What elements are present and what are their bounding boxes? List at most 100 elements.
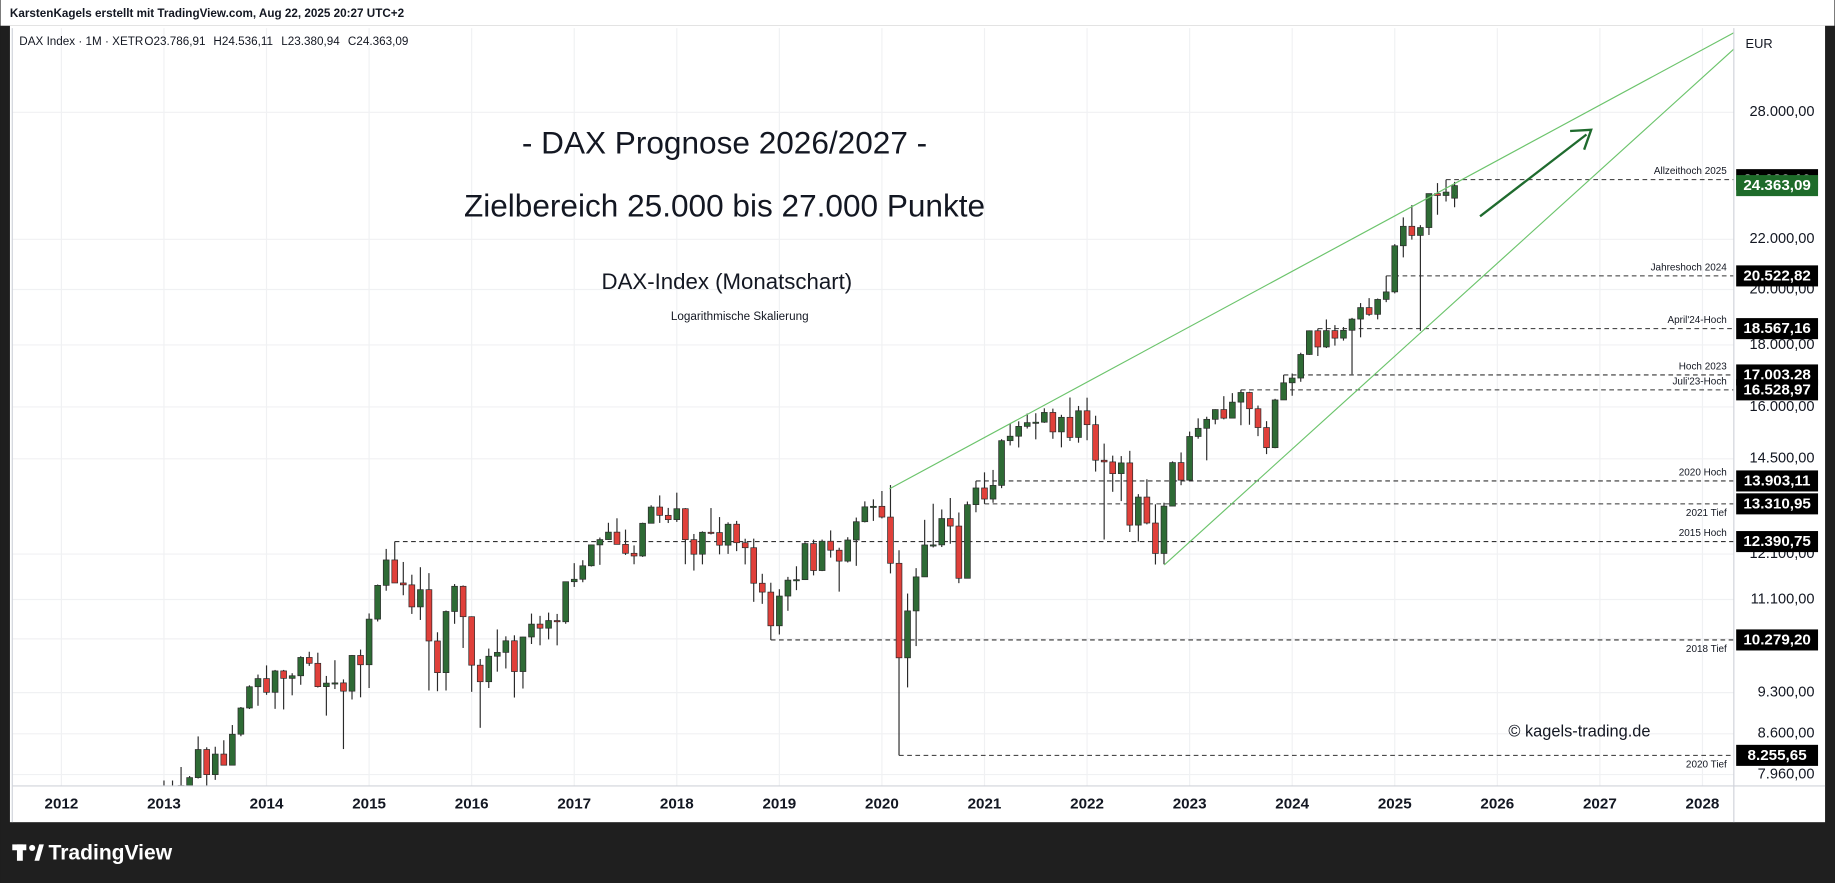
candles [163,179,1458,786]
candle-body [1203,418,1210,429]
candle-body [1211,409,1219,420]
candle-body [528,623,535,638]
level-label: 12.390,75 [1743,533,1811,550]
candle-body [1400,225,1407,247]
candle-body [1365,307,1373,315]
candle-body [827,540,834,551]
candle-body [613,531,621,545]
levels: Allzeithoch 2025 Jahreshoch 2024 April'24-… [394,166,1734,770]
candle-body [810,543,817,571]
y-tick-label: 11.100,00 [1751,591,1815,607]
candle-body [536,623,544,629]
candle-body [459,585,467,618]
top-bar [0,0,1835,26]
candle-body [229,733,236,766]
candle-body [1075,410,1082,438]
x-tick-label: 2016 [455,796,489,813]
candle-body [784,579,792,597]
candle-body [1348,318,1356,331]
candle-body [1169,462,1176,507]
candle-body [776,595,783,627]
candle-body [947,518,954,527]
candle-body [1058,416,1065,433]
candle-body [1263,427,1270,449]
candle-body [1177,462,1185,481]
candle-body [1109,461,1116,474]
candle-body [365,618,373,666]
candle-body [288,675,296,679]
candle-body [861,506,869,523]
y-tick-label: 16.000,00 [1750,399,1815,415]
candle-body [716,532,723,546]
candle-body [374,585,381,620]
candle-body [494,652,501,657]
candle-body [186,777,193,786]
candle-body [220,753,228,766]
level-label-box [1736,379,1819,401]
y-tick-label: 28.000,00 [1750,104,1815,120]
x-tick-label: 2020 [865,796,899,813]
candle-body [246,686,253,709]
candle-body [1271,399,1279,449]
candle-body [391,559,399,584]
candle-body [340,682,347,692]
candle-body [1066,416,1074,438]
candle-body [741,542,749,549]
level-note: Jahreshoch 2024 [1651,262,1728,273]
level-note: 2018 Tief [1686,644,1727,655]
x-tick-label: 2019 [762,796,796,813]
candle-body [434,640,441,674]
candle-body [1297,354,1305,379]
level-label: 17.003,28 [1743,367,1811,384]
trend-line [889,32,1735,490]
candle-body [1306,330,1313,355]
candle-body [297,657,305,677]
candle-body [254,678,262,688]
candle-body [1152,522,1159,554]
candle-body [1083,410,1091,426]
labels: 24.639,1020.522,8218.567,1617.003,2816.5… [1736,169,1819,766]
trend-line [1163,48,1735,566]
candle-body [1408,225,1416,236]
y-tick-label: 7.960,00 [1758,766,1815,782]
level-note: Hoch 2023 [1679,361,1728,372]
candle-body [331,682,339,685]
y-tick-label: 14.500,00 [1750,451,1815,467]
x-tick-label: 2024 [1275,796,1309,813]
ohlc-open: O23.786,91 [144,35,205,48]
candle-body [425,589,433,642]
candle-body [870,505,877,508]
candle-body [545,620,552,629]
candle-body [1323,330,1330,348]
candle-body [921,544,928,578]
candle-body [382,559,390,586]
candle-body [468,616,475,666]
candle-body [878,505,886,518]
level-note: Juli'23-Hoch [1672,376,1726,387]
level-label: 20.522,82 [1743,268,1811,285]
candle-body [1117,462,1125,474]
candle-body [1442,191,1450,196]
candle-body [1041,412,1048,423]
arrow-head [1570,128,1593,151]
candle-body [998,440,1005,486]
arrow [1479,133,1588,218]
candle-body [844,539,852,562]
y-tick-label: 18.000,00 [1750,337,1815,353]
level-note: Allzeithoch 2025 [1654,166,1727,177]
candle-body [194,749,202,778]
level-label: 13.310,95 [1743,495,1811,512]
candle-body [1357,307,1364,320]
level-note: April'24-Hoch [1667,315,1726,326]
candle-body [263,678,270,693]
x-tick-label: 2025 [1378,796,1412,813]
candle-body [271,670,279,693]
candle-body [887,516,894,564]
x-tick-label: 2022 [1070,796,1104,813]
level-label-box [1736,470,1819,492]
candle-body [895,562,903,659]
y-tick-label: 8.600,00 [1758,726,1815,742]
ohlc-high: H24.536,11 [213,35,273,48]
candle-body [724,523,732,546]
